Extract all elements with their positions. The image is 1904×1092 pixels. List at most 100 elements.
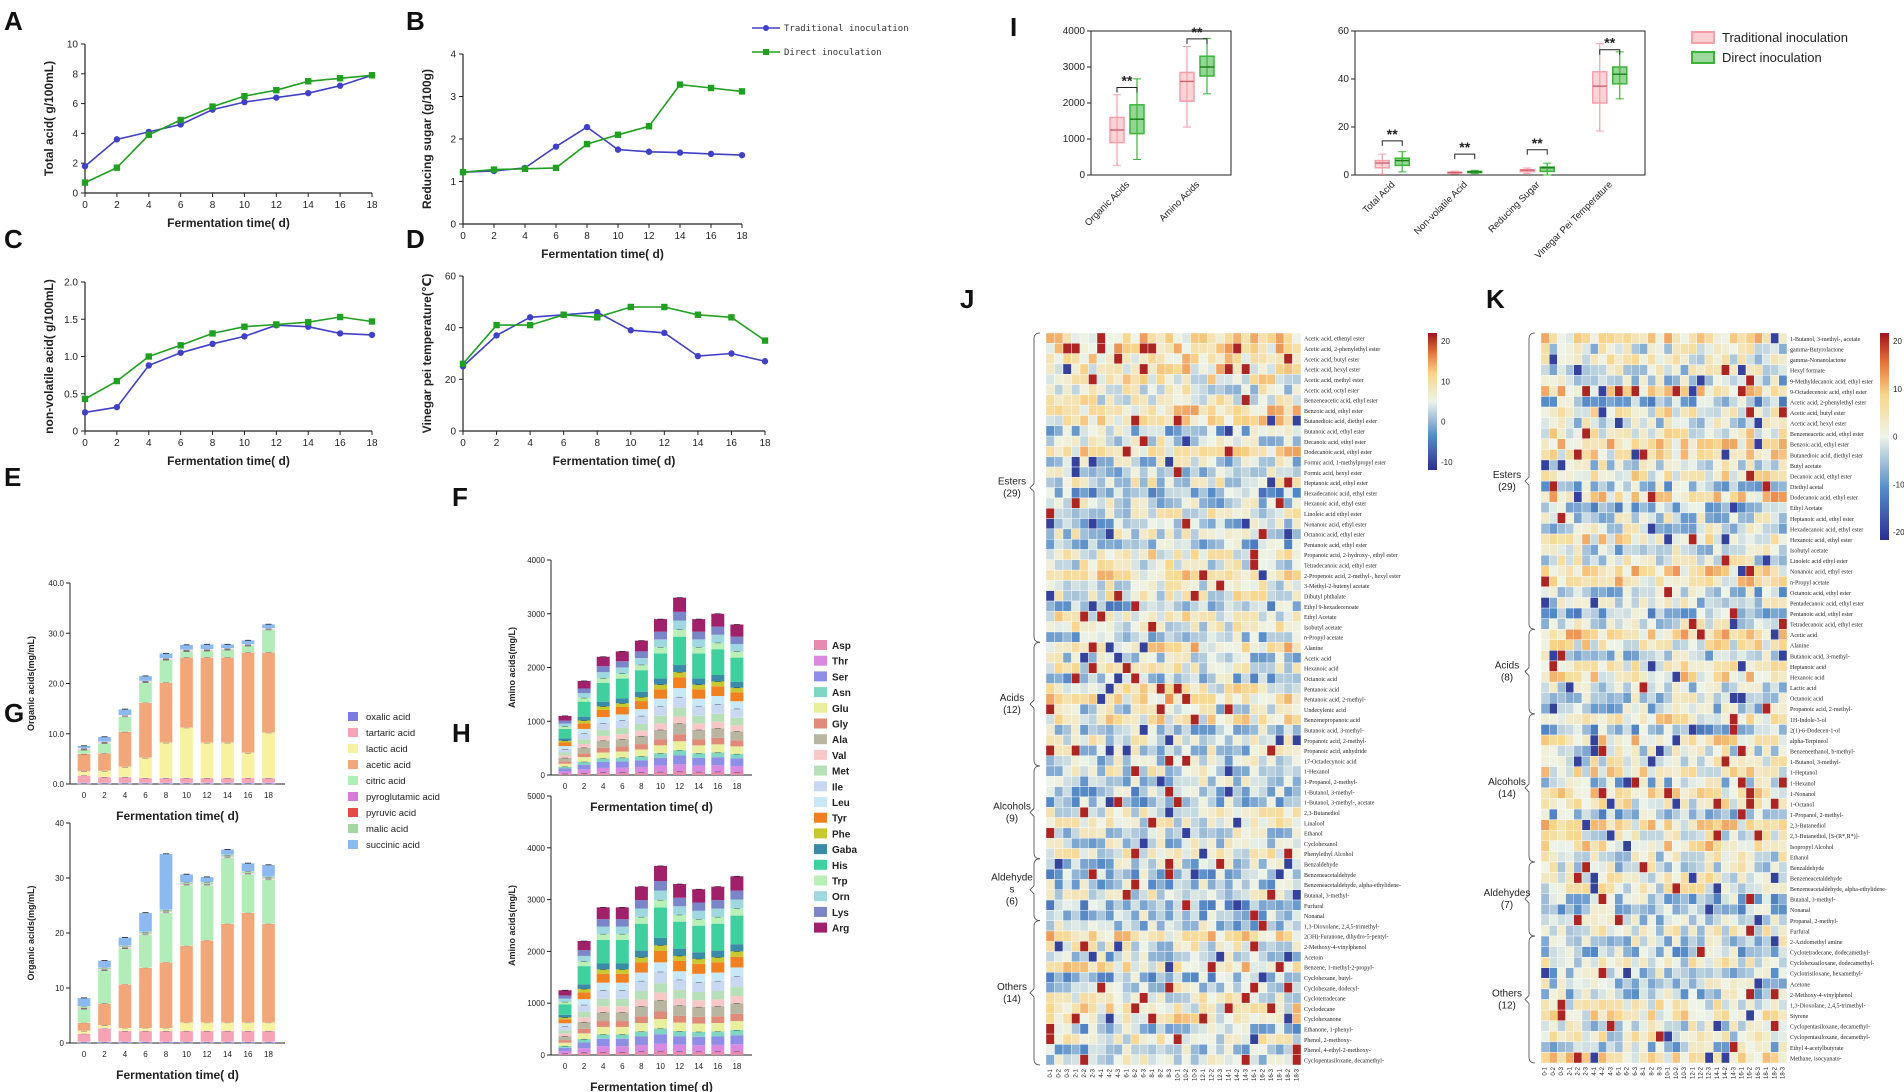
row-label: Isobutyl acetate [1790, 549, 1828, 555]
heatmap-cell [1054, 837, 1064, 849]
bar-segment [711, 613, 725, 627]
col-label: 14-1 [1226, 1068, 1232, 1081]
bar-segment [615, 939, 629, 964]
row-label: Acetic acid, ethenyl ester [1304, 337, 1365, 343]
heatmap-cell [1581, 449, 1591, 461]
heatmap-cell [1614, 766, 1624, 778]
legend-label: oxalic acid [366, 712, 410, 723]
heatmap-cell [1778, 586, 1788, 598]
heatmap-cell [1241, 817, 1251, 829]
heatmap-cell [1079, 755, 1089, 767]
x-tick-label: 16 [335, 200, 347, 211]
heatmap-cell [1614, 607, 1624, 619]
heatmap-cell [1283, 910, 1293, 921]
y-tick-label: 2000 [1063, 98, 1086, 109]
heatmap-cell [1655, 343, 1665, 355]
heatmap-cell [1224, 817, 1234, 829]
heatmap-cell [1249, 765, 1259, 777]
heatmap-cell [1712, 438, 1722, 450]
heatmap-cell [1088, 930, 1098, 942]
heatmap-cell [1198, 992, 1208, 1004]
heatmap-cell [1573, 364, 1583, 376]
bar-segment [241, 863, 255, 872]
bar-segment [596, 758, 610, 762]
heatmap-cell [1045, 1002, 1055, 1014]
heatmap-cell [1614, 777, 1624, 789]
heatmap-cell [1139, 982, 1149, 994]
heatmap-cell [1207, 899, 1217, 911]
heatmap-cell [1292, 776, 1302, 787]
heatmap-cell [1113, 868, 1123, 880]
heatmap-cell [1062, 518, 1072, 530]
heatmap-cell [1147, 621, 1157, 633]
heatmap-cell [1181, 487, 1191, 499]
heatmap-cell [1753, 385, 1763, 397]
heatmap-cell [1241, 899, 1251, 911]
heatmap-cell [1557, 787, 1566, 799]
heatmap-cell [1548, 417, 1558, 429]
heatmap-cell [1071, 693, 1081, 705]
heatmap-cell [1581, 406, 1591, 418]
heatmap-cell [1224, 600, 1234, 612]
heatmap-cell [1655, 629, 1665, 641]
heatmap-cell [1079, 343, 1089, 354]
heatmap-cell [1122, 611, 1132, 622]
x-tick-label: 2 [491, 231, 497, 242]
heatmap-cell [1207, 930, 1217, 942]
row-label: Alanine [1304, 646, 1323, 652]
group-label: (14) [1003, 994, 1021, 1005]
heatmap-cell [1207, 1054, 1217, 1066]
heatmap-cell [1258, 353, 1268, 365]
panel-letter-I: I [1010, 12, 1017, 42]
heatmap-cell [1079, 693, 1089, 705]
bar-segment [118, 948, 132, 985]
heatmap-cell [1079, 497, 1089, 509]
heatmap-cell [1122, 1044, 1132, 1055]
heatmap-cell [1770, 576, 1779, 588]
heatmap-cell [1663, 671, 1673, 683]
bar-segment [692, 973, 706, 983]
heatmap-cell [1054, 580, 1064, 591]
heatmap-cell [1573, 629, 1583, 641]
bar-segment [654, 739, 667, 746]
heatmap-cell [1696, 480, 1706, 492]
heatmap-cell [1266, 807, 1276, 818]
heatmap-cell [1548, 618, 1558, 630]
heatmap-cell [1292, 807, 1302, 818]
heatmap-cell [1139, 879, 1149, 890]
heatmap-cell [1215, 868, 1225, 880]
heatmap-cell [1266, 374, 1276, 385]
heatmap-cell [1224, 951, 1234, 963]
group-brace [1029, 858, 1041, 922]
heatmap-cell [1266, 683, 1276, 695]
x-tick-label: 0 [563, 782, 568, 791]
bar-segment [596, 1026, 610, 1035]
heatmap-cell [1704, 629, 1714, 641]
heatmap-cell [1249, 425, 1259, 437]
heatmap-cell [1647, 745, 1656, 757]
heatmap-cell [1606, 470, 1615, 482]
heatmap-cell [1292, 910, 1302, 921]
heatmap-cell [1283, 518, 1293, 530]
heatmap-cell [1680, 565, 1689, 577]
heatmap-cell [1630, 554, 1640, 566]
heatmap-cell [1224, 518, 1234, 530]
heatmap-cell [1198, 446, 1208, 457]
bar-segment [159, 742, 173, 779]
heatmap-cell [1249, 868, 1259, 880]
heatmap-cell [1045, 703, 1055, 715]
heatmap-cell [1079, 394, 1089, 406]
heatmap-cell [1096, 745, 1106, 756]
heatmap-cell [1258, 487, 1268, 499]
heatmap-cell [1173, 497, 1183, 509]
heatmap-cell [1598, 576, 1607, 588]
y-axis-label: Vinegar pei temperature(℃) [420, 274, 434, 434]
x-tick-label: 10 [239, 438, 251, 449]
heatmap-cell [1721, 703, 1730, 715]
heatmap-cell [1088, 683, 1098, 695]
heatmap-cell [1614, 745, 1624, 757]
heatmap-cell [1753, 703, 1763, 715]
heatmap-cell [1207, 518, 1217, 530]
bar-segment [577, 1011, 591, 1018]
legend-label: Gaba [832, 845, 857, 856]
